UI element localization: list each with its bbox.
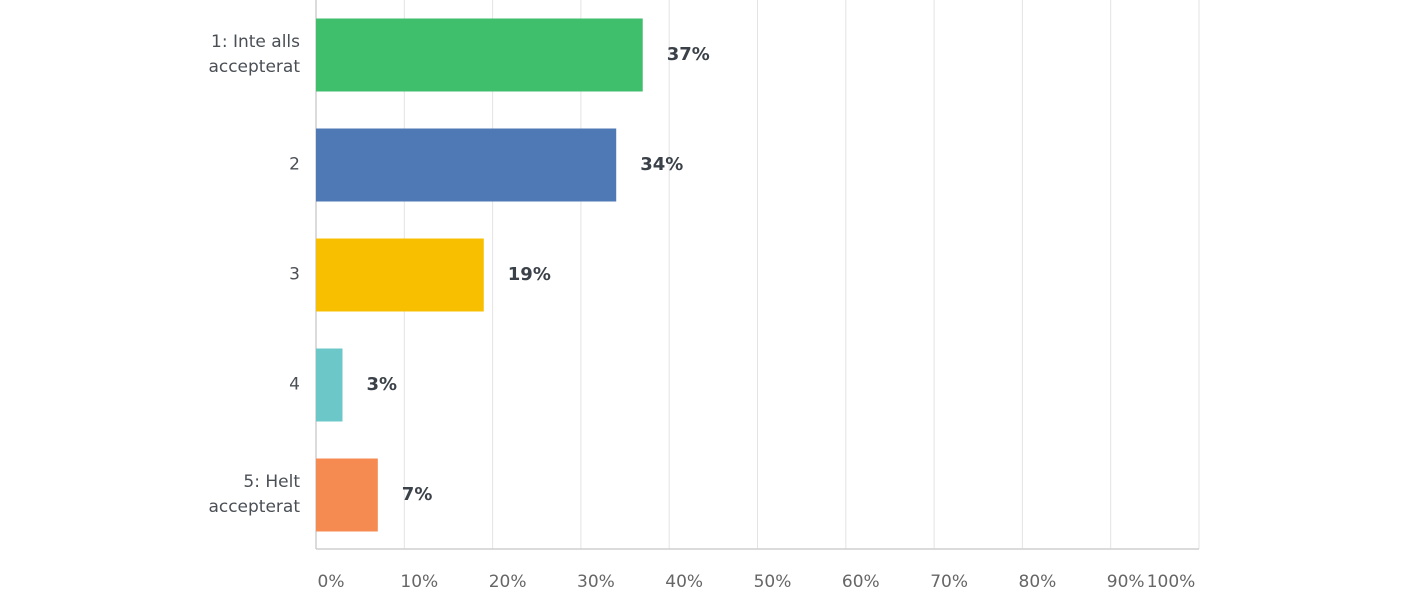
bar: [316, 348, 343, 422]
x-tick-label: 80%: [1019, 572, 1057, 592]
data-label: 34%: [640, 154, 683, 175]
bar: [316, 238, 484, 312]
x-tick-label: 90%: [1107, 572, 1145, 592]
x-tick-label: 0%: [318, 572, 345, 592]
y-tick-label: 4: [289, 374, 300, 395]
bar: [316, 18, 643, 92]
x-tick-label: 50%: [754, 572, 792, 592]
data-label: 7%: [402, 484, 433, 505]
x-tick-label: 30%: [577, 572, 615, 592]
data-label: 19%: [508, 264, 551, 285]
y-tick-label: 5: Helt accepterat: [208, 472, 300, 517]
y-tick-label: 1: Inte alls accepterat: [208, 32, 300, 77]
x-tick-label: 10%: [400, 572, 438, 592]
data-label: 37%: [667, 44, 710, 65]
x-tick-label: 20%: [489, 572, 527, 592]
x-tick-label: 40%: [665, 572, 703, 592]
y-tick-label: 3: [289, 264, 300, 285]
x-tick-label: 70%: [930, 572, 968, 592]
x-tick-label: 60%: [842, 572, 880, 592]
y-tick-label: 2: [289, 154, 300, 175]
bar: [316, 128, 617, 202]
x-tick-label: 100%: [1147, 572, 1196, 592]
bar: [316, 458, 378, 532]
data-label: 3%: [366, 374, 397, 395]
